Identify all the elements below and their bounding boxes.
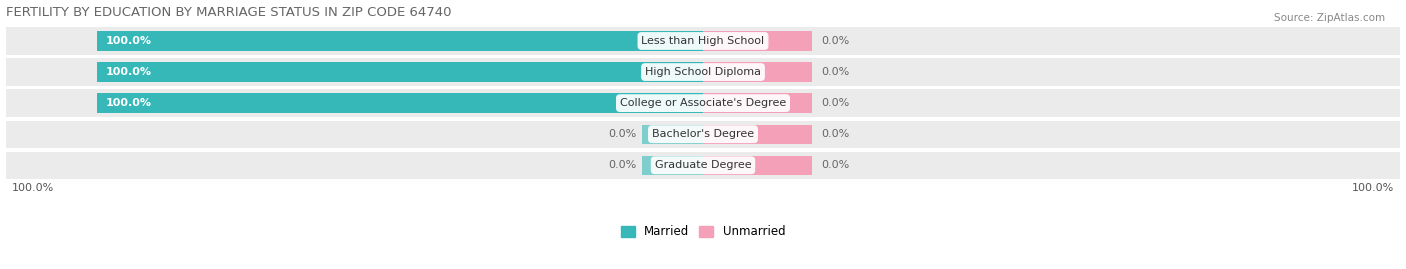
Text: Less than High School: Less than High School — [641, 36, 765, 46]
Legend: Married, Unmarried: Married, Unmarried — [616, 221, 790, 243]
Text: College or Associate's Degree: College or Associate's Degree — [620, 98, 786, 108]
Text: 0.0%: 0.0% — [821, 36, 849, 46]
Bar — [6, 90, 1400, 117]
Text: 0.0%: 0.0% — [607, 129, 637, 139]
Bar — [703, 156, 813, 175]
Bar — [703, 94, 813, 113]
Text: 100.0%: 100.0% — [105, 98, 152, 108]
Text: High School Diploma: High School Diploma — [645, 67, 761, 77]
Bar — [97, 62, 703, 82]
Bar — [703, 62, 813, 82]
Bar — [703, 31, 813, 51]
Bar — [643, 125, 703, 144]
Text: 100.0%: 100.0% — [11, 183, 53, 193]
Bar — [6, 152, 1400, 179]
Text: Source: ZipAtlas.com: Source: ZipAtlas.com — [1274, 13, 1385, 23]
Bar — [703, 125, 813, 144]
Text: 100.0%: 100.0% — [105, 36, 152, 46]
Text: 0.0%: 0.0% — [821, 98, 849, 108]
Text: Graduate Degree: Graduate Degree — [655, 160, 751, 170]
Text: 100.0%: 100.0% — [105, 67, 152, 77]
Text: Bachelor's Degree: Bachelor's Degree — [652, 129, 754, 139]
Bar — [6, 27, 1400, 55]
Bar — [6, 58, 1400, 86]
Bar — [6, 121, 1400, 148]
Text: 100.0%: 100.0% — [1353, 183, 1395, 193]
Text: FERTILITY BY EDUCATION BY MARRIAGE STATUS IN ZIP CODE 64740: FERTILITY BY EDUCATION BY MARRIAGE STATU… — [6, 6, 451, 19]
Text: 0.0%: 0.0% — [821, 129, 849, 139]
Text: 0.0%: 0.0% — [821, 67, 849, 77]
Bar — [97, 94, 703, 113]
Bar — [97, 31, 703, 51]
Bar — [643, 156, 703, 175]
Text: 0.0%: 0.0% — [607, 160, 637, 170]
Text: 0.0%: 0.0% — [821, 160, 849, 170]
